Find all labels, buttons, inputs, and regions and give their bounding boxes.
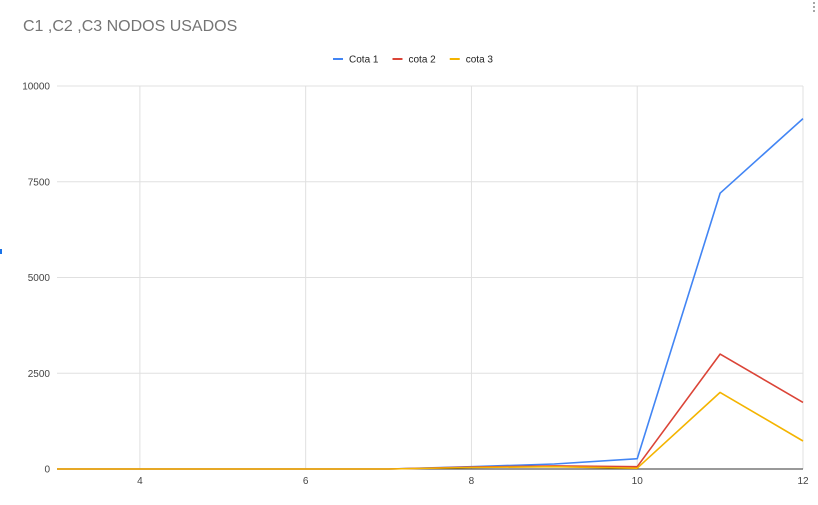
x-tick-label: 12 (797, 476, 809, 487)
y-tick-label: 5000 (28, 273, 51, 284)
series-lines (57, 118, 804, 470)
more-vert-icon[interactable] (810, 2, 818, 16)
legend-label-1[interactable]: Cota 1 (349, 55, 379, 66)
series-line-1[interactable] (57, 118, 804, 470)
chart-title: C1 ,C2 ,C3 NODOS USADOS (23, 18, 238, 35)
series-line-2[interactable] (57, 353, 804, 470)
x-tick-label: 4 (137, 476, 143, 487)
legend-label-2[interactable]: cota 2 (408, 55, 436, 66)
y-tick-label: 7500 (28, 177, 51, 188)
series-line-3[interactable] (57, 391, 804, 470)
gridlines (57, 85, 804, 469)
x-tick-label: 6 (303, 476, 309, 487)
y-tick-label: 0 (44, 465, 50, 476)
y-tick-label: 2500 (28, 369, 51, 380)
selection-marker (0, 249, 2, 254)
x-tick-label: 10 (632, 476, 644, 487)
legend: Cota 1 cota 2 cota 3 (333, 55, 493, 66)
legend-label-3[interactable]: cota 3 (466, 55, 494, 66)
y-tick-label: 10000 (22, 82, 50, 93)
x-tick-label: 8 (469, 476, 475, 487)
